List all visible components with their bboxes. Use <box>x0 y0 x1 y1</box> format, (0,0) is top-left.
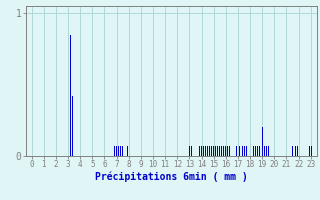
Bar <box>246 146 247 156</box>
Bar <box>297 146 298 156</box>
X-axis label: Précipitations 6min ( mm ): Précipitations 6min ( mm ) <box>95 172 248 182</box>
Bar <box>72 96 73 156</box>
Bar <box>213 146 214 156</box>
Bar <box>201 146 202 156</box>
Bar <box>244 146 245 156</box>
Bar <box>191 146 192 156</box>
Bar <box>264 146 265 156</box>
Bar <box>114 146 115 156</box>
Bar <box>259 146 260 156</box>
Bar <box>229 146 230 156</box>
Bar <box>257 146 258 156</box>
Bar <box>292 146 293 156</box>
Bar <box>127 146 128 156</box>
Bar <box>253 146 254 156</box>
Bar <box>311 146 312 156</box>
Bar <box>266 146 267 156</box>
Bar <box>189 146 190 156</box>
Bar <box>250 146 251 156</box>
Bar <box>116 146 117 156</box>
Bar <box>118 146 119 156</box>
Bar <box>260 146 261 156</box>
Bar <box>236 146 237 156</box>
Bar <box>223 146 224 156</box>
Bar <box>122 146 123 156</box>
Bar <box>74 130 75 156</box>
Bar <box>227 146 228 156</box>
Bar <box>203 146 204 156</box>
Bar <box>309 146 310 156</box>
Bar <box>262 127 263 156</box>
Bar <box>120 146 121 156</box>
Bar <box>215 146 216 156</box>
Bar <box>233 146 234 156</box>
Bar <box>221 146 222 156</box>
Bar <box>255 146 256 156</box>
Bar <box>217 146 218 156</box>
Bar <box>70 35 71 156</box>
Bar <box>295 146 296 156</box>
Bar <box>225 146 226 156</box>
Bar <box>209 146 210 156</box>
Bar <box>197 146 198 156</box>
Bar <box>207 146 208 156</box>
Bar <box>199 146 200 156</box>
Bar <box>211 146 212 156</box>
